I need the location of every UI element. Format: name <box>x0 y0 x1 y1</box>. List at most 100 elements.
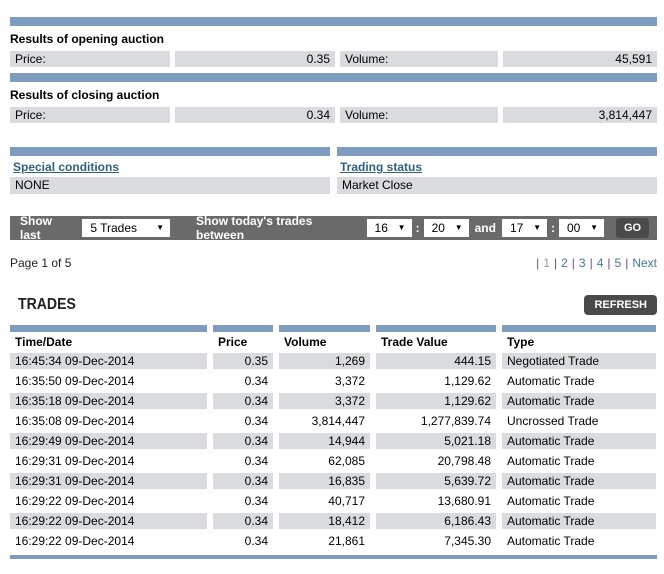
separator: | <box>589 256 593 270</box>
cell-price: 0.34 <box>213 473 273 489</box>
column-header-price: Price <box>213 325 273 349</box>
special-conditions-value: NONE <box>10 177 330 194</box>
table-row: 16:29:22 09-Dec-2014 0.34 18,412 6,186.43 Au… <box>10 513 657 529</box>
cell-trade-value: 1,129.62 <box>444 374 491 388</box>
go-button[interactable]: GO <box>616 218 649 238</box>
cell-time-date: 16:35:50 09-Dec-2014 <box>15 374 135 388</box>
colon-separator: : <box>415 221 420 235</box>
column-header-label: Price <box>218 335 248 349</box>
page-link-2[interactable]: 2 <box>561 256 568 270</box>
table-row: 16:29:22 09-Dec-2014 0.34 21,861 7,345.30 Au… <box>10 533 657 549</box>
show-last-select[interactable]: 5 Trades ▼ <box>82 219 171 237</box>
cell-time-date: 16:29:22 09-Dec-2014 <box>15 494 135 508</box>
cell-type: Automatic Trade <box>507 534 595 548</box>
closing-price-label: Price: <box>10 107 170 123</box>
column-header-label: Trade Value <box>381 335 448 349</box>
column-header-volume: Volume <box>279 325 370 349</box>
table-row: 16:29:22 09-Dec-2014 0.34 40,717 13,680.91 A… <box>10 493 657 509</box>
cell-price: 0.34 <box>244 374 268 388</box>
closing-auction-title: Results of closing auction <box>10 88 160 102</box>
column-header-bar <box>10 325 207 332</box>
cell-price: 0.34 <box>244 494 268 508</box>
special-conditions-link[interactable]: Special conditions <box>13 160 120 174</box>
cell-price: 0.34 <box>213 393 273 409</box>
table-row: 16:29:31 09-Dec-2014 0.34 16,835 5,639.72 Au… <box>10 473 657 489</box>
to-minute-select[interactable]: 00 ▼ <box>558 219 605 237</box>
cell-time-date: 16:29:31 09-Dec-2014 <box>15 454 135 468</box>
table-row: 16:45:34 09-Dec-2014 0.35 1,269 444.15 Negot… <box>10 353 657 369</box>
cell-time-date: 16:29:22 09-Dec-2014 <box>10 513 207 529</box>
cell-price: 0.35 <box>213 353 273 369</box>
opening-price-label: Price: <box>10 51 170 67</box>
trades-header-row: TRADES REFRESH <box>10 295 657 315</box>
trades-between-label: Show today's trades between <box>196 214 313 242</box>
trades-filter-toolbar: Show last 5 Trades ▼ Show today's trades… <box>10 214 657 242</box>
cell-time-date: 16:35:08 09-Dec-2014 <box>15 414 135 428</box>
page-link-4[interactable]: 4 <box>596 256 604 270</box>
separator: | <box>571 256 575 270</box>
to-hour-select[interactable]: 17 ▼ <box>501 219 547 237</box>
page-link-next[interactable]: Next <box>632 256 657 270</box>
pagination: | 1 | 2 | 3 | 4 | 5 | Next <box>536 256 657 271</box>
cell-time-date: 16:45:34 09-Dec-2014 <box>10 353 207 369</box>
cell-type: Automatic Trade <box>507 494 595 508</box>
separator: | <box>536 256 540 270</box>
cell-price: 0.34 <box>213 513 273 529</box>
column-header-bar <box>502 325 656 332</box>
table-row: 16:29:31 09-Dec-2014 0.34 62,085 20,798.48 A… <box>10 453 657 469</box>
cell-volume: 18,412 <box>279 513 370 529</box>
cell-trade-value: 1,277,839.74 <box>420 414 491 428</box>
to-hour-value: 17 <box>509 221 524 235</box>
cell-trade-value: 5,639.72 <box>376 473 496 489</box>
opening-volume-label: Volume: <box>340 51 498 67</box>
cell-type: Negotiated Trade <box>502 353 656 369</box>
closing-volume-value: 3,814,447 <box>503 107 657 123</box>
separator: | <box>607 256 611 270</box>
from-minute-select[interactable]: 20 ▼ <box>423 219 469 237</box>
column-header-bar <box>376 325 496 332</box>
trades-table-body: 16:45:34 09-Dec-2014 0.35 1,269 444.15 Negot… <box>10 353 657 549</box>
column-header-time-date: Time/Date <box>10 325 207 349</box>
cell-volume: 21,861 <box>328 534 365 548</box>
opening-price-value: 0.35 <box>175 51 335 67</box>
colon-separator: : <box>550 221 555 235</box>
column-header-trade-value: Trade Value <box>376 325 496 349</box>
column-header-bar <box>279 325 370 332</box>
from-hour-select[interactable]: 16 ▼ <box>366 219 412 237</box>
table-row: 16:35:18 09-Dec-2014 0.34 3,372 1,129.62 Aut… <box>10 393 657 409</box>
separator: | <box>625 256 629 270</box>
closing-volume-label: Volume: <box>340 107 498 123</box>
trading-status-link[interactable]: Trading status <box>340 160 423 174</box>
cell-volume: 14,944 <box>279 433 370 449</box>
page-container: Results of opening auction Price: 0.35 V… <box>10 17 657 559</box>
cell-type: Automatic Trade <box>502 393 656 409</box>
page-link-5[interactable]: 5 <box>614 256 622 270</box>
cell-time-date: 16:35:18 09-Dec-2014 <box>10 393 207 409</box>
cell-type: Automatic Trade <box>502 513 656 529</box>
cell-price: 0.34 <box>244 414 268 428</box>
trades-title: TRADES <box>18 296 76 313</box>
from-minute-value: 20 <box>431 221 445 235</box>
show-last-selected-value: 5 Trades <box>90 221 138 235</box>
page-link-3[interactable]: 3 <box>578 256 586 270</box>
column-header-bar <box>213 325 273 332</box>
cell-type: Automatic Trade <box>502 433 656 449</box>
refresh-button[interactable]: REFRESH <box>584 295 657 315</box>
cell-price: 0.34 <box>244 534 268 548</box>
pagination-row: Page 1 of 5 | 1 | 2 | 3 | 4 | 5 | Next <box>10 256 657 271</box>
cell-trade-value: 444.15 <box>376 353 496 369</box>
column-header-type: Type <box>502 325 656 349</box>
cell-volume: 3,372 <box>279 393 370 409</box>
opening-auction-row: Price: 0.35 Volume: 45,591 <box>10 51 657 67</box>
cell-volume: 62,085 <box>328 454 365 468</box>
chevron-down-icon: ▼ <box>533 223 541 232</box>
closing-price-value: 0.34 <box>175 107 335 123</box>
trades-table-header: Time/Date Price Volume Trade Value Type <box>10 325 657 349</box>
cell-time-date: 16:29:31 09-Dec-2014 <box>10 473 207 489</box>
opening-volume-value: 45,591 <box>503 51 657 67</box>
cell-volume: 1,269 <box>279 353 370 369</box>
cell-trade-value: 7,345.30 <box>444 534 491 548</box>
column-header-label: Type <box>507 335 535 349</box>
cell-volume: 40,717 <box>328 494 365 508</box>
table-row: 16:35:08 09-Dec-2014 0.34 3,814,447 1,277,8… <box>10 413 657 429</box>
